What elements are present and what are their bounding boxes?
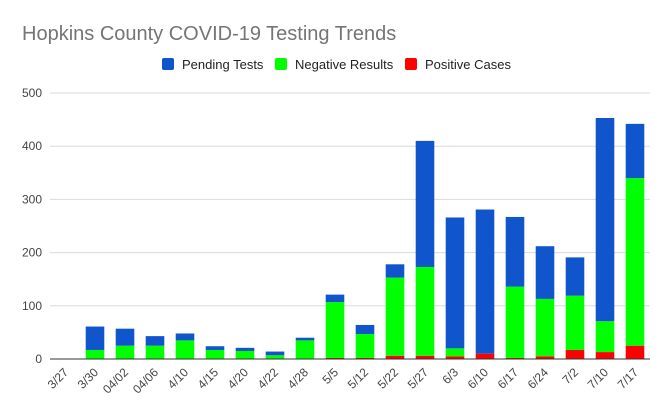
bar-positive-cases (385, 355, 405, 359)
bar-pending-tests (595, 118, 615, 322)
bar-negative-results (385, 277, 405, 356)
x-tick-label: 7/17 (615, 365, 642, 392)
x-tick-label: 6/10 (465, 365, 492, 392)
bar-positive-cases (505, 357, 525, 359)
bar-pending-tests (445, 217, 465, 349)
bar-pending-tests (235, 347, 255, 352)
bar-negative-results (85, 349, 105, 359)
bar-pending-tests (475, 209, 495, 354)
bar-positive-cases (355, 357, 375, 359)
x-tick-label: 5/27 (405, 365, 432, 392)
bar-pending-tests (535, 246, 555, 299)
bar-negative-results (265, 355, 285, 359)
bar-negative-results (145, 345, 165, 359)
legend-label-pending-tests: Pending Tests (182, 57, 264, 72)
x-tick-label: 04/02 (100, 365, 131, 396)
x-tick-label: 4/15 (195, 365, 222, 392)
bar-positive-cases (565, 349, 585, 359)
bar-pending-tests (385, 264, 405, 278)
x-tick-label: 3/27 (45, 365, 72, 392)
bar-negative-results (295, 340, 315, 359)
bar-pending-tests (565, 257, 585, 296)
bar-pending-tests (175, 333, 195, 341)
y-tick-label: 400 (22, 139, 42, 153)
x-tick-label: 04/06 (130, 365, 161, 396)
legend-label-positive-cases: Positive Cases (425, 57, 511, 72)
bar-negative-results (445, 348, 465, 357)
bar-negative-results (205, 349, 225, 359)
bar-pending-tests (115, 328, 135, 346)
bar-positive-cases (415, 355, 435, 359)
x-tick-label: 6/24 (525, 365, 552, 392)
chart-title: Hopkins County COVID-19 Testing Trends (22, 23, 396, 45)
bar-positive-cases (625, 345, 645, 359)
x-tick-label: 7/2 (559, 365, 581, 387)
x-tick-label: 5/12 (345, 365, 372, 392)
bar-negative-results (115, 345, 135, 359)
x-tick-label: 4/20 (225, 365, 252, 392)
x-tick-label: 4/28 (285, 365, 312, 392)
y-tick-label: 300 (22, 192, 42, 206)
bar-pending-tests (295, 337, 315, 341)
bar-pending-tests (205, 346, 225, 350)
y-tick-label: 100 (22, 299, 42, 313)
y-tick-label: 500 (22, 86, 42, 100)
grid (50, 92, 650, 307)
bar-negative-results (415, 266, 435, 356)
x-tick-label: 7/10 (585, 365, 612, 392)
y-axis-ticks: 0 100 200 300 400 500 (22, 86, 42, 366)
x-tick-label: 5/22 (375, 365, 402, 392)
bar-positive-cases (325, 357, 345, 359)
bar-negative-results (565, 295, 585, 350)
bar-positive-cases (475, 353, 495, 359)
y-tick-label: 200 (22, 246, 42, 260)
bar-negative-results (625, 178, 645, 346)
bar-pending-tests (265, 351, 285, 356)
bar-negative-results (235, 351, 255, 359)
y-tick-label: 0 (35, 352, 42, 366)
bar-negative-results (595, 321, 615, 353)
legend-label-negative-results: Negative Results (295, 57, 394, 72)
bar-pending-tests (415, 140, 435, 267)
x-tick-label: 4/22 (255, 365, 282, 392)
bar-positive-cases (535, 356, 555, 359)
bar-pending-tests (505, 216, 525, 287)
bar-negative-results (505, 286, 525, 358)
bar-pending-tests (355, 324, 375, 334)
x-tick-label: 6/17 (495, 365, 522, 392)
bar-negative-results (175, 340, 195, 359)
bar-pending-tests (145, 336, 165, 346)
bar-pending-tests (625, 123, 645, 179)
bar-pending-tests (325, 294, 345, 303)
bar-negative-results (535, 298, 555, 357)
legend-swatch-positive-cases (405, 58, 417, 70)
x-tick-label: 3/30 (75, 365, 102, 392)
bar-positive-cases (595, 352, 615, 359)
bars (85, 118, 645, 359)
legend-swatch-pending-tests (162, 58, 174, 70)
bar-negative-results (355, 333, 375, 358)
legend: Pending Tests Negative Results Positive Ca… (162, 57, 511, 72)
x-tick-label: 4/10 (165, 365, 192, 392)
bar-negative-results (325, 302, 345, 358)
legend-swatch-negative-results (275, 58, 287, 70)
x-tick-label: 5/5 (319, 365, 341, 387)
bar-pending-tests (85, 326, 105, 350)
bar-positive-cases (445, 356, 465, 359)
x-tick-label: 6/3 (439, 365, 461, 387)
